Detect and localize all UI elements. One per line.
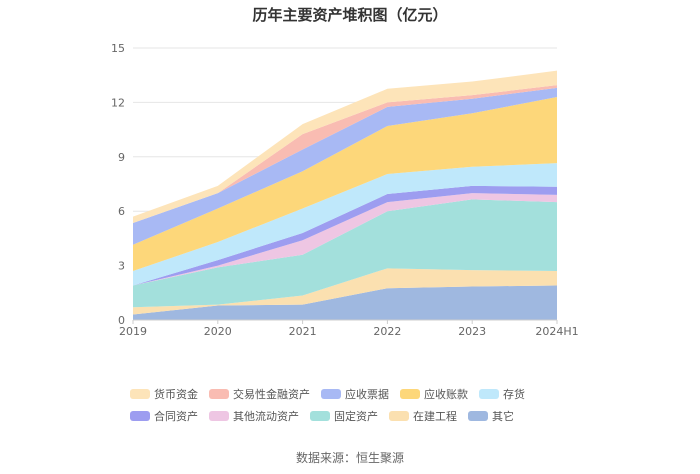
y-axis-labels: 0 3 6 9 12 15: [111, 42, 125, 327]
legend-item[interactable]: 应收票据: [321, 387, 389, 401]
legend-swatch: [209, 389, 229, 399]
legend-item[interactable]: 其它: [468, 409, 514, 423]
legend-item[interactable]: 存货: [479, 387, 525, 401]
y-tick-label: 15: [111, 42, 125, 55]
x-axis-labels: 2019 2020 2021 2022 2023 2024H1: [119, 325, 579, 338]
x-tick-label: 2020: [204, 325, 232, 338]
area-series-7: [133, 87, 557, 245]
x-tick-label: 2021: [289, 325, 317, 338]
legend-label: 存货: [503, 388, 525, 401]
y-tick-label: 9: [118, 151, 125, 164]
legend-swatch: [468, 411, 488, 421]
x-tick-label: 2022: [373, 325, 401, 338]
area-series-3: [133, 193, 557, 286]
legend-swatch: [389, 411, 409, 421]
y-tick-label: 6: [118, 205, 125, 218]
area-series-0: [133, 285, 557, 320]
area-series-4: [133, 185, 557, 286]
legend-label: 其它: [492, 410, 514, 423]
legend-swatch: [400, 389, 420, 399]
legend-item[interactable]: 在建工程: [389, 409, 457, 423]
chart-title: 历年主要资产堆积图（亿元）: [252, 6, 448, 24]
legend-item[interactable]: 货币资金: [130, 387, 198, 401]
area-series-6: [133, 96, 557, 272]
y-tick-label: 3: [118, 260, 125, 273]
legend-label: 应收账款: [424, 388, 468, 401]
area-series-2: [133, 199, 557, 308]
x-tick-label: 2019: [119, 325, 147, 338]
legend-item[interactable]: 其他流动资产: [209, 409, 299, 423]
area-series-1: [133, 268, 557, 315]
legend-swatch: [130, 411, 150, 421]
legend-swatch: [130, 389, 150, 399]
legend-swatch: [321, 389, 341, 399]
legend-item[interactable]: 固定资产: [310, 409, 378, 423]
x-axis: [132, 319, 558, 324]
data-source: 数据来源：恒生聚源: [295, 451, 404, 465]
legend-label: 货币资金: [154, 388, 198, 401]
legend-label: 交易性金融资产: [233, 388, 310, 401]
legend-label: 固定资产: [334, 410, 378, 423]
x-tick-label: 2023: [458, 325, 486, 338]
legend-item[interactable]: 交易性金融资产: [209, 387, 310, 401]
legend-item[interactable]: 应收账款: [400, 387, 468, 401]
legend-swatch: [479, 389, 499, 399]
area-series-9: [133, 70, 557, 223]
legend-item[interactable]: 合同资产: [130, 409, 198, 423]
x-tick-label: 2024H1: [535, 325, 578, 338]
area-series-5: [133, 163, 557, 286]
legend-swatch: [209, 411, 229, 421]
y-tick-label: 12: [111, 96, 125, 109]
y-tick-label: 0: [118, 314, 125, 327]
legend-label: 其他流动资产: [233, 410, 299, 423]
legend-label: 应收票据: [345, 388, 389, 401]
legend: 货币资金 交易性金融资产 应收票据 应收账款 存货合同资产 其他流动资产 固定资产 在建工程 其…: [130, 387, 590, 423]
legend-label: 合同资产: [154, 410, 198, 423]
legend-swatch: [310, 411, 330, 421]
area-layers: [133, 70, 557, 320]
legend-label: 在建工程: [413, 410, 457, 423]
